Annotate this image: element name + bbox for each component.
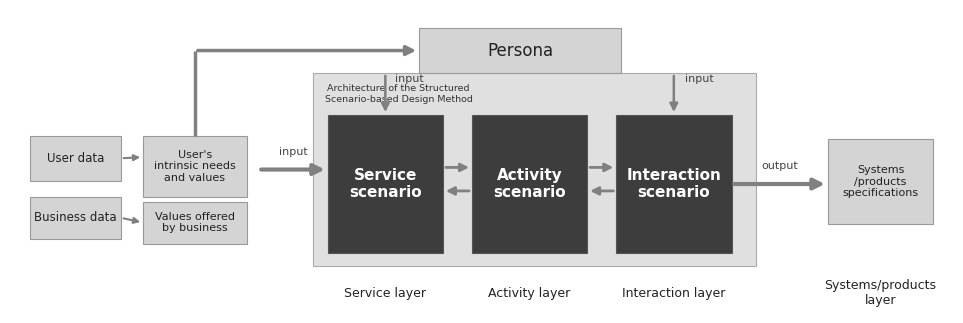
Bar [827,139,933,224]
Text: User data: User data [46,152,104,165]
Bar [472,115,587,253]
Text: Interaction
scenario: Interaction scenario [626,168,721,200]
Bar [30,136,121,181]
Text: Activity
scenario: Activity scenario [493,168,566,200]
Text: Architecture of the Structured
Scenario-based Design Method: Architecture of the Structured Scenario-… [325,84,473,104]
Bar [30,197,121,239]
Text: Activity layer: Activity layer [488,287,571,300]
Text: Service layer: Service layer [345,287,427,300]
Bar [143,136,247,197]
Bar [313,73,756,266]
Bar [616,115,732,253]
Text: Service
scenario: Service scenario [349,168,422,200]
Text: Values offered
by business: Values offered by business [155,212,235,234]
Text: Interaction layer: Interaction layer [622,287,725,300]
Text: input: input [686,75,715,85]
Text: output: output [761,161,798,171]
Bar [143,202,247,244]
Text: Systems/products
layer: Systems/products layer [824,279,937,307]
Text: Persona: Persona [487,42,553,59]
Text: Systems
/products
specifications: Systems /products specifications [843,165,919,198]
Text: User's
intrinsic needs
and values: User's intrinsic needs and values [154,150,236,183]
Bar [419,28,621,73]
Bar [327,115,443,253]
Text: Business data: Business data [34,211,117,224]
Text: input: input [395,75,424,85]
Text: input: input [278,147,307,157]
